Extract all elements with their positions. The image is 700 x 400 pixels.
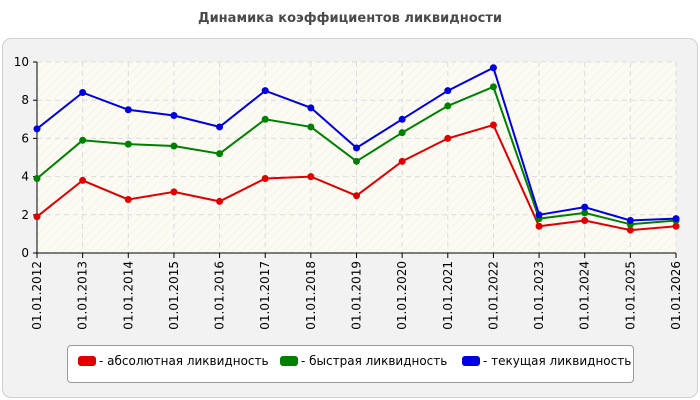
data-point-2 xyxy=(170,111,178,119)
x-tick-label: 01.01.2015 xyxy=(167,261,181,330)
legend-label-absolute: - абсолютная ликвидность xyxy=(99,354,269,368)
data-point-1 xyxy=(398,129,406,137)
legend-item-absolute: - абсолютная ликвидность xyxy=(78,354,269,368)
x-tick-label: 01.01.2020 xyxy=(395,261,409,330)
data-point-1 xyxy=(33,175,41,183)
data-point-1 xyxy=(307,123,315,131)
data-point-2 xyxy=(581,203,589,211)
data-point-0 xyxy=(626,226,634,234)
legend-item-quick: - быстрая ликвидность xyxy=(280,354,447,368)
legend-swatch-current xyxy=(462,356,480,366)
data-point-2 xyxy=(33,125,41,133)
x-tick-label: 01.01.2012 xyxy=(30,261,44,330)
y-tick-label: 2 xyxy=(21,208,29,222)
data-point-2 xyxy=(672,215,680,223)
data-point-2 xyxy=(79,89,87,97)
axes xyxy=(33,61,677,258)
data-point-0 xyxy=(444,134,452,142)
data-point-1 xyxy=(170,142,178,150)
data-point-0 xyxy=(261,175,269,183)
data-point-0 xyxy=(307,173,315,181)
x-tick-labels: 01.01.2012 01.01.2013 01.01.2014 01.01.2015… xyxy=(30,261,683,330)
data-point-0 xyxy=(535,222,543,230)
x-tick-label: 01.01.2014 xyxy=(121,261,135,330)
legend-label-quick: - быстрая ликвидность xyxy=(301,354,448,368)
data-point-1 xyxy=(124,140,132,148)
legend-swatch-absolute xyxy=(78,356,96,366)
data-point-2 xyxy=(124,106,132,114)
data-point-0 xyxy=(353,192,360,200)
data-point-0 xyxy=(33,213,41,221)
data-point-1 xyxy=(489,83,497,91)
x-tick-label: 01.01.2018 xyxy=(304,261,318,330)
x-tick-label: 01.01.2022 xyxy=(486,261,500,330)
x-tick-label: 01.01.2017 xyxy=(258,261,272,330)
x-tick-label: 01.01.2024 xyxy=(578,261,592,330)
y-tick-label: 0 xyxy=(21,246,29,260)
legend-item-current: - текущая ликвидность xyxy=(462,354,631,368)
x-tick-label: 01.01.2019 xyxy=(350,261,364,330)
data-point-2 xyxy=(216,123,224,131)
data-point-1 xyxy=(444,102,452,110)
data-point-0 xyxy=(124,196,132,204)
series-group xyxy=(33,64,680,234)
data-point-1 xyxy=(216,150,224,158)
data-point-0 xyxy=(170,188,178,196)
legend-swatch-quick xyxy=(280,356,298,366)
x-tick-label: 01.01.2021 xyxy=(441,261,455,330)
data-point-0 xyxy=(79,176,87,184)
data-point-2 xyxy=(307,104,315,112)
data-point-0 xyxy=(581,217,589,225)
x-tick-label: 01.01.2013 xyxy=(76,261,90,330)
chart-legend: - абсолютная ликвидность - быстрая ликви… xyxy=(67,345,634,383)
y-tick-label: 6 xyxy=(21,131,29,145)
x-tick-label: 01.01.2025 xyxy=(623,261,637,330)
data-point-0 xyxy=(216,197,224,205)
data-point-2 xyxy=(444,87,452,95)
x-tick-label: 01.01.2026 xyxy=(669,261,683,330)
x-tick-label: 01.01.2023 xyxy=(532,261,546,330)
data-point-1 xyxy=(79,136,87,144)
x-tick-label: 01.01.2016 xyxy=(213,261,227,330)
data-point-1 xyxy=(353,157,360,165)
data-point-0 xyxy=(398,157,406,165)
data-point-0 xyxy=(672,222,680,230)
data-point-2 xyxy=(489,64,497,72)
data-point-0 xyxy=(489,121,497,129)
data-point-1 xyxy=(261,115,269,123)
data-point-2 xyxy=(261,87,269,95)
y-tick-label: 8 xyxy=(21,93,29,107)
data-point-1 xyxy=(581,209,589,217)
y-tick-label: 4 xyxy=(21,170,29,184)
chart-title: Динамика коэффициентов ликвидности xyxy=(198,11,502,26)
data-point-2 xyxy=(535,211,543,219)
data-point-2 xyxy=(626,217,634,225)
y-tick-label: 10 xyxy=(14,55,29,69)
legend-label-current: - текущая ликвидность xyxy=(483,354,632,368)
y-tick-labels: 0 2 4 6 8 10 xyxy=(14,55,29,260)
data-point-2 xyxy=(398,115,406,123)
data-point-2 xyxy=(353,144,360,152)
